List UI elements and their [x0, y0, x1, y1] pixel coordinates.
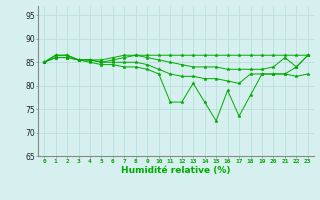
X-axis label: Humidité relative (%): Humidité relative (%)	[121, 166, 231, 175]
